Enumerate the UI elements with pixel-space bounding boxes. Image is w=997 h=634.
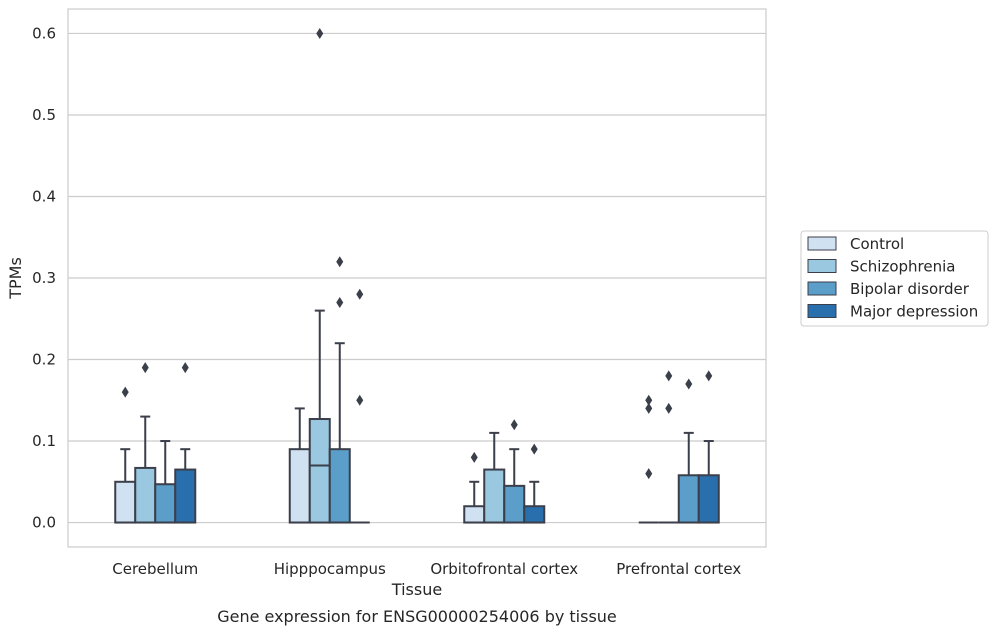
outlier-point: [665, 370, 673, 382]
legend-swatch: [807, 281, 837, 296]
chart-caption: Gene expression for ENSG00000254006 by t…: [217, 607, 617, 626]
box-schizophrenia: [308, 27, 331, 524]
y-tick-label: 0.3: [32, 269, 56, 287]
category-group: [638, 370, 720, 524]
box-bipolar-disorder: [154, 440, 177, 524]
box-bipolar-disorder: [503, 419, 526, 524]
legend-label: Control: [850, 235, 904, 253]
box-body: [328, 448, 351, 524]
category-group: [463, 419, 546, 524]
box-bipolar-disorder: [677, 378, 700, 524]
outlier-point: [705, 370, 713, 382]
x-tick-labels: Cerebellum Hipppocampus Orbitofrontal cort…: [112, 560, 741, 578]
outlier-point: [336, 256, 344, 268]
outlier-point: [645, 468, 653, 480]
legend-frame: [800, 230, 989, 327]
box-bipolar-disorder: [328, 256, 351, 524]
box-body: [677, 474, 700, 524]
box-major-depression: [349, 288, 370, 524]
x-tick-label: Cerebellum: [112, 560, 198, 578]
box-body: [134, 466, 157, 524]
category-group: [114, 362, 197, 524]
box-body: [503, 484, 526, 524]
box-body: [308, 418, 331, 524]
plot-frame: [67, 8, 767, 548]
outlier-point: [470, 451, 478, 463]
legend-item: Bipolar disorder: [807, 280, 970, 298]
outlier-point: [336, 296, 344, 308]
box-schizophrenia: [483, 431, 506, 524]
box-body: [114, 480, 137, 524]
outlier-point: [356, 288, 364, 300]
legend-item: Control: [807, 235, 904, 253]
legend-label: Bipolar disorder: [850, 280, 970, 298]
box-body: [288, 448, 311, 524]
y-tick-label: 0.4: [32, 187, 56, 205]
box-control: [288, 407, 311, 524]
outlier-point: [316, 27, 324, 39]
box-schizophrenia: [658, 370, 679, 524]
legend-label: Major depression: [850, 303, 978, 321]
legend-item: Schizophrenia: [807, 258, 955, 276]
category-group: [288, 27, 370, 524]
box-body: [697, 474, 720, 524]
x-tick-label: Hipppocampus: [274, 560, 386, 578]
outlier-point: [510, 419, 518, 431]
x-tick-label: Orbitofrontal cortex: [430, 560, 578, 578]
outlier-point: [181, 362, 189, 374]
box-groups: [114, 27, 720, 524]
y-tick-label: 0.5: [32, 106, 56, 124]
legend-label: Schizophrenia: [850, 258, 955, 276]
box-body: [154, 483, 177, 524]
y-tick-label: 0.6: [32, 24, 56, 42]
outlier-point: [121, 386, 129, 398]
y-tick-label: 0.2: [32, 351, 56, 369]
y-axis-label: TPMs: [6, 257, 25, 300]
box-control: [114, 386, 137, 524]
outlier-point: [356, 394, 364, 406]
outlier-point: [645, 402, 653, 414]
box-body: [463, 505, 486, 524]
outlier-point: [141, 362, 149, 374]
legend-swatch: [807, 304, 837, 318]
box-major-depression: [697, 370, 720, 524]
box-control: [463, 451, 486, 524]
x-axis-label: Tissue: [391, 580, 442, 599]
x-tick-label: Prefrontal cortex: [616, 560, 741, 578]
outlier-point: [665, 402, 673, 414]
box-body: [523, 505, 546, 524]
box-control: [638, 394, 659, 524]
box-schizophrenia: [134, 362, 157, 524]
legend-swatch: [807, 259, 837, 273]
legend-item: Major depression: [807, 303, 978, 321]
outlier-point: [530, 443, 538, 455]
box-body: [483, 468, 506, 524]
legend-swatch: [807, 236, 837, 251]
box-body: [174, 468, 197, 524]
box-major-depression: [174, 362, 197, 524]
y-tick-labels: 0.0 0.1 0.2 0.3 0.4 0.5 0.6: [32, 24, 56, 531]
y-tick-label: 0.0: [32, 514, 56, 532]
box-major-depression: [523, 443, 546, 524]
y-tick-label: 0.1: [32, 432, 56, 450]
outlier-point: [645, 394, 653, 406]
outlier-point: [685, 378, 693, 390]
legend: Control Schizophrenia Bipolar disorder Majo…: [800, 230, 989, 327]
grid-lines: [68, 32, 766, 524]
